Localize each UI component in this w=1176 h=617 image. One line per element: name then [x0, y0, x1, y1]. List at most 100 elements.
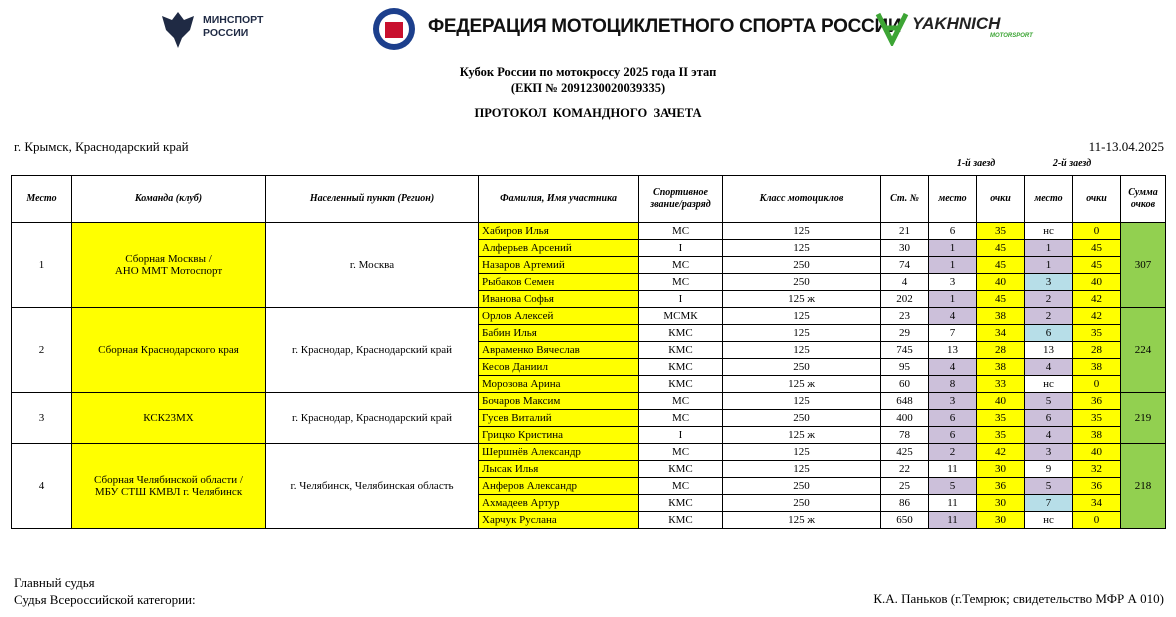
table-row: Бабин Илья КМС 125 29 7 34 6 35	[12, 324, 1166, 342]
footer-left: Главный судья Судья Всероссийской катего…	[14, 574, 196, 608]
race-place: 7	[928, 324, 977, 342]
rider-rank: I	[638, 290, 723, 308]
title-block: Кубок России по мотокроссу 2025 года II …	[0, 64, 1176, 121]
rider-name: Лысак Илья	[478, 460, 639, 478]
team-name-line: МБУ СТШ КМВЛ г. Челябинск	[94, 486, 243, 498]
start-number: 4	[880, 273, 929, 291]
race-points: 40	[976, 273, 1025, 291]
race-place: 4	[928, 358, 977, 376]
team-place: 2	[11, 307, 72, 393]
column-header: Фамилия, Имя участника	[478, 175, 639, 223]
subtitle: (ЕКП № 2091230020039335)	[510, 81, 666, 95]
table-body: 1 Сборная Москвы / АНО ММТ Мотоспорт г. Мос…	[11, 222, 1166, 529]
minsport-emblem	[162, 12, 194, 48]
race-points: 36	[976, 477, 1025, 495]
rider-name: Анферов Александр	[478, 477, 639, 495]
moto-class: 250	[722, 273, 881, 291]
race-place: 4	[1024, 358, 1073, 376]
race-points: 45	[976, 290, 1025, 308]
rider-rank: I	[638, 239, 723, 257]
race-place: 3	[1024, 273, 1073, 291]
race-place: 11	[928, 511, 977, 529]
team-name: Сборная Краснодарского края	[71, 307, 266, 393]
team-name-line: Сборная Челябинской области /	[94, 474, 243, 486]
rider-rank: МС	[638, 443, 723, 461]
moto-class: 250	[722, 409, 881, 427]
rider-rank: МСМК	[638, 307, 723, 325]
race-label: 2-й заезд	[1052, 158, 1092, 169]
rider-name: Шершнёв Александр	[478, 443, 639, 461]
moto-class: 125	[722, 341, 881, 359]
race-place: 1	[928, 239, 977, 257]
start-number: 21	[880, 222, 929, 240]
race-points: 0	[1072, 375, 1121, 393]
rider-name: Алферьев Арсений	[478, 239, 639, 257]
race-points: 30	[976, 494, 1025, 512]
start-number: 29	[880, 324, 929, 342]
race-points: 36	[1072, 392, 1121, 410]
moto-class: 125	[722, 222, 881, 240]
table-row: 2 Сборная Краснодарского края г. Краснодар…	[11, 307, 1166, 393]
team-place: 4	[11, 443, 72, 529]
column-header: Населенный пункт (Регион)	[265, 175, 479, 223]
rider-rank: МС	[638, 477, 723, 495]
logo-text: РОССИИ	[203, 27, 249, 39]
race-points: 45	[1072, 256, 1121, 274]
table-row: Гусев Виталий МС 250 400 6 35 6 35	[12, 409, 1166, 427]
table-row: 4 Сборная Челябинской области / МБУ СТШ КМ…	[11, 443, 1166, 529]
rider-rank: МС	[638, 392, 723, 410]
start-number: 78	[880, 426, 929, 444]
footer-text: Главный судья	[14, 575, 95, 590]
race-points: 28	[976, 341, 1025, 359]
race-place: 2	[928, 443, 977, 461]
logo-text: МИНСПОРТ	[203, 14, 264, 26]
rider-name: Рыбаков Семен	[478, 273, 639, 291]
federation-emblem	[373, 8, 415, 50]
moto-class: 125 ж	[722, 511, 881, 529]
header-row: Место Команда (клуб) Населенный пункт (Рег…	[11, 175, 1166, 223]
start-number: 60	[880, 375, 929, 393]
team-city: г. Москва	[265, 222, 479, 308]
race-points: 40	[1072, 443, 1121, 461]
moto-class: 250	[722, 477, 881, 495]
column-header: Команда (клуб)	[71, 175, 266, 223]
rider-name: Авраменко Вячеслав	[478, 341, 639, 359]
race-place: 11	[928, 494, 977, 512]
moto-class: 125	[722, 239, 881, 257]
race-points: 35	[976, 222, 1025, 240]
race-points: 32	[1072, 460, 1121, 478]
moto-class: 125	[722, 460, 881, 478]
footer-text: Судья Всероссийской категории:	[14, 592, 196, 607]
rider-rank: МС	[638, 409, 723, 427]
moto-class: 125 ж	[722, 290, 881, 308]
race-place: 4	[1024, 426, 1073, 444]
race-points: 38	[976, 307, 1025, 325]
race-points: 40	[1072, 273, 1121, 291]
federation-name: ФЕДЕРАЦИЯ МОТОЦИКЛЕТНОГО СПОРТА РОССИИ	[428, 16, 902, 37]
rider-name: Харчук Руслана	[478, 511, 639, 529]
rider-name: Морозова Арина	[478, 375, 639, 393]
table-row: Харчук Руслана КМС 125 ж 650 11 30 нс 0	[12, 511, 1166, 529]
race-points: 30	[976, 460, 1025, 478]
team-name-line: АНО ММТ Мотоспорт	[114, 265, 223, 277]
race-points: 34	[976, 324, 1025, 342]
rider-rank: КМС	[638, 324, 723, 342]
rider-rank: КМС	[638, 511, 723, 529]
column-header: Место	[11, 175, 72, 223]
team-name: КСК23МХ	[71, 392, 266, 444]
race-points: 30	[976, 511, 1025, 529]
start-number: 425	[880, 443, 929, 461]
race-points: 45	[1072, 239, 1121, 257]
moto-class: 250	[722, 256, 881, 274]
race-place: 2	[1024, 307, 1073, 325]
race-points: 35	[976, 409, 1025, 427]
moto-class: 125	[722, 392, 881, 410]
race-place: 2	[1024, 290, 1073, 308]
rider-name: Назаров Артемий	[478, 256, 639, 274]
moto-class: 125	[722, 307, 881, 325]
race-points: 35	[1072, 409, 1121, 427]
results-table: Место Команда (клуб) Населенный пункт (Рег…	[11, 175, 1166, 529]
race-place: 8	[928, 375, 977, 393]
title: Кубок России по мотокроссу 2025 года II …	[459, 65, 717, 79]
